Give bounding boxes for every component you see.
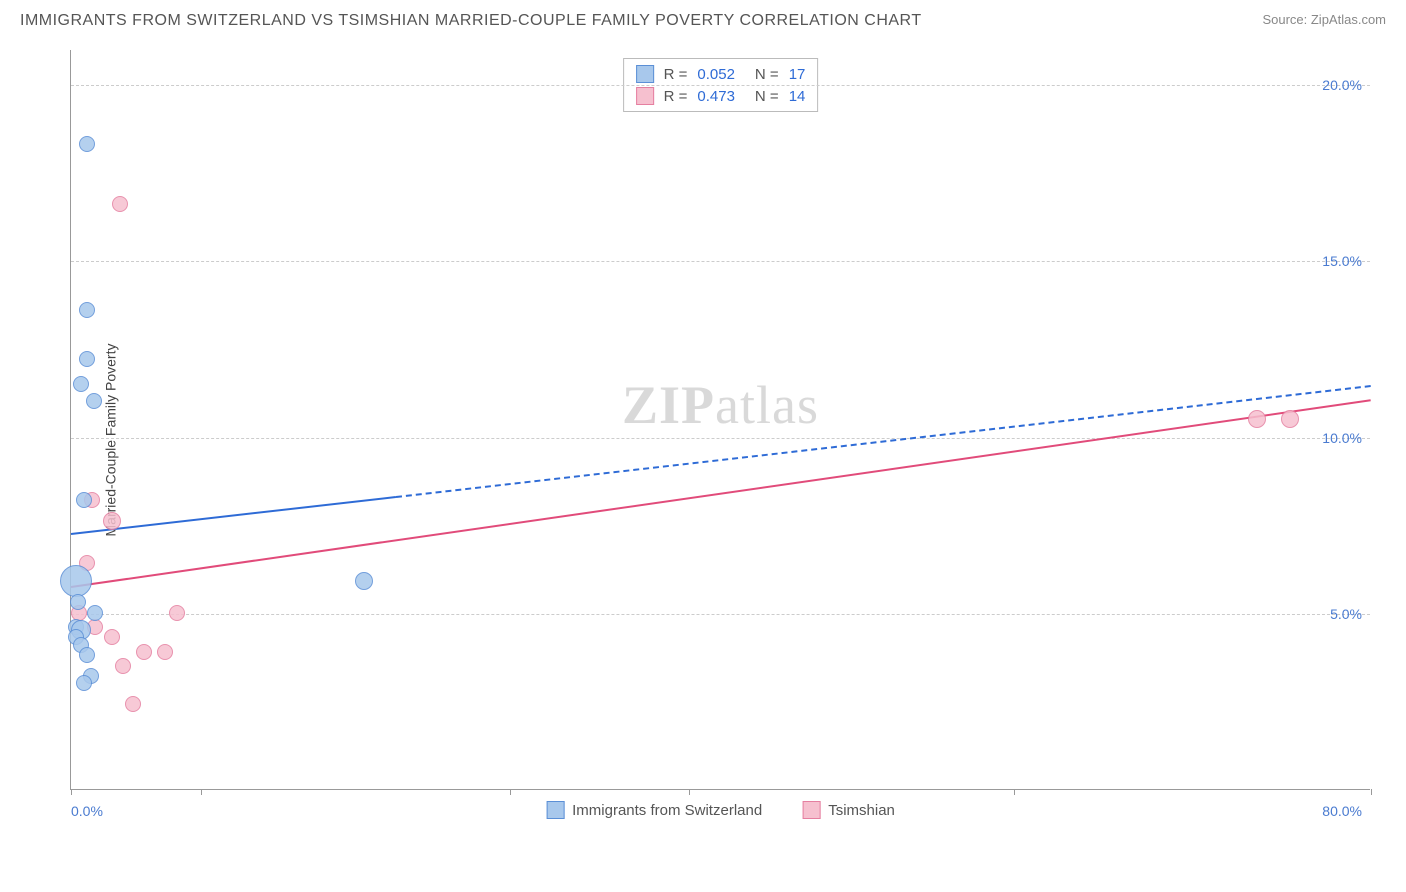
x-tick-min: 0.0% bbox=[71, 803, 103, 819]
legend-label-b: Tsimshian bbox=[828, 802, 895, 819]
data-point bbox=[169, 605, 185, 621]
x-tick-mark bbox=[71, 789, 72, 795]
trend-line bbox=[396, 385, 1371, 498]
chart-area: Married-Couple Family Poverty ZIPatlas R… bbox=[20, 40, 1386, 840]
data-point bbox=[157, 644, 173, 660]
data-point bbox=[73, 376, 89, 392]
y-tick-label: 20.0% bbox=[1322, 77, 1362, 93]
x-tick-mark bbox=[1014, 789, 1015, 795]
data-point bbox=[60, 565, 92, 597]
gridline bbox=[71, 261, 1370, 262]
n-label-b: N = bbox=[755, 88, 779, 105]
data-point bbox=[86, 393, 102, 409]
data-point bbox=[125, 696, 141, 712]
x-tick-mark bbox=[201, 789, 202, 795]
swatch-series-a bbox=[636, 65, 654, 83]
trend-line bbox=[71, 399, 1371, 588]
gridline bbox=[71, 614, 1370, 615]
n-label-a: N = bbox=[755, 66, 779, 83]
data-point bbox=[136, 644, 152, 660]
stats-row-a: R = 0.052 N = 17 bbox=[636, 63, 806, 85]
legend-swatch-a bbox=[546, 801, 564, 819]
watermark-light: atlas bbox=[715, 375, 819, 435]
r-value-a: 0.052 bbox=[697, 66, 735, 83]
y-tick-label: 15.0% bbox=[1322, 253, 1362, 269]
y-tick-label: 10.0% bbox=[1322, 430, 1362, 446]
gridline bbox=[71, 438, 1370, 439]
gridline bbox=[71, 85, 1370, 86]
legend-swatch-b bbox=[802, 801, 820, 819]
bottom-legend: Immigrants from Switzerland Tsimshian bbox=[546, 801, 895, 819]
data-point bbox=[112, 196, 128, 212]
chart-title: IMMIGRANTS FROM SWITZERLAND VS TSIMSHIAN… bbox=[20, 12, 922, 30]
y-tick-label: 5.0% bbox=[1330, 606, 1362, 622]
data-point bbox=[87, 605, 103, 621]
watermark: ZIPatlas bbox=[622, 374, 819, 436]
data-point bbox=[115, 658, 131, 674]
data-point bbox=[355, 572, 373, 590]
stats-row-b: R = 0.473 N = 14 bbox=[636, 85, 806, 107]
n-value-a: 17 bbox=[789, 66, 806, 83]
data-point bbox=[76, 492, 92, 508]
data-point bbox=[79, 136, 95, 152]
data-point bbox=[1248, 410, 1266, 428]
data-point bbox=[1281, 410, 1299, 428]
data-point bbox=[103, 512, 121, 530]
x-tick-max: 80.0% bbox=[1322, 803, 1362, 819]
data-point bbox=[70, 594, 86, 610]
data-point bbox=[104, 629, 120, 645]
x-tick-mark bbox=[1371, 789, 1372, 795]
data-point bbox=[76, 675, 92, 691]
trend-line bbox=[71, 496, 396, 535]
legend-item-b: Tsimshian bbox=[802, 801, 895, 819]
plot-region: ZIPatlas R = 0.052 N = 17 R = 0.473 N = … bbox=[70, 50, 1370, 790]
legend-item-a: Immigrants from Switzerland bbox=[546, 801, 762, 819]
data-point bbox=[79, 351, 95, 367]
chart-header: IMMIGRANTS FROM SWITZERLAND VS TSIMSHIAN… bbox=[0, 0, 1406, 38]
watermark-bold: ZIP bbox=[622, 375, 715, 435]
legend-label-a: Immigrants from Switzerland bbox=[572, 802, 762, 819]
x-tick-mark bbox=[689, 789, 690, 795]
x-tick-mark bbox=[510, 789, 511, 795]
data-point bbox=[79, 302, 95, 318]
data-point bbox=[79, 647, 95, 663]
swatch-series-b bbox=[636, 87, 654, 105]
r-value-b: 0.473 bbox=[697, 88, 735, 105]
r-label-b: R = bbox=[664, 88, 688, 105]
r-label-a: R = bbox=[664, 66, 688, 83]
chart-source: Source: ZipAtlas.com bbox=[1262, 12, 1386, 27]
n-value-b: 14 bbox=[789, 88, 806, 105]
